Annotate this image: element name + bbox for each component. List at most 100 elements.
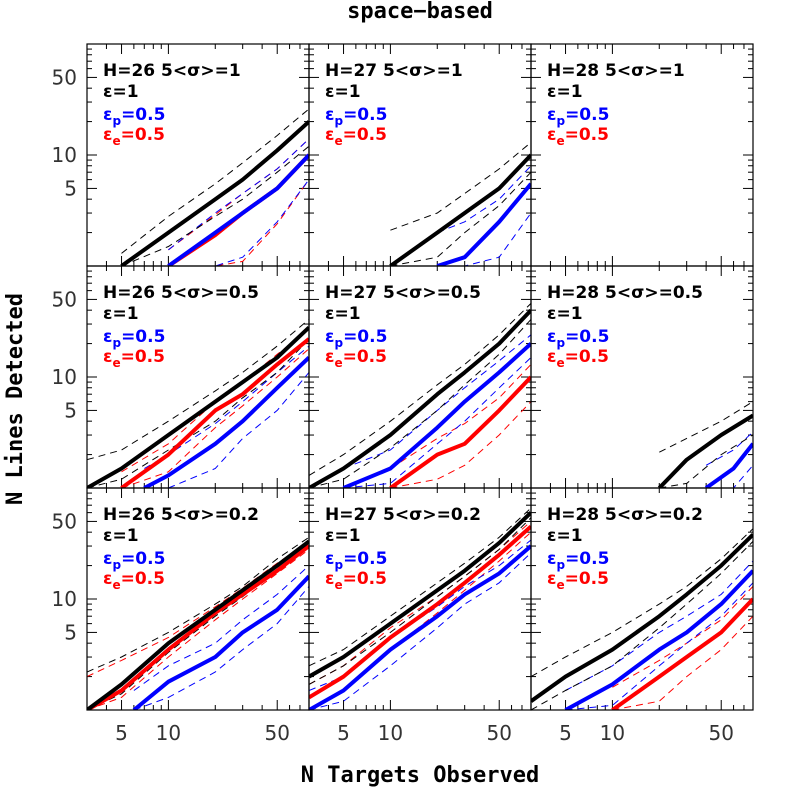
eps-e-label: εe=0.5 [325, 347, 387, 370]
eps-e-subscript: e [556, 134, 564, 148]
eps-e-symbol: ε [325, 125, 334, 145]
series-group [389, 142, 531, 266]
eps-series-line [389, 153, 531, 266]
eps_p-lo-bound-line [133, 586, 309, 710]
eps_p-lo-bound-line [309, 552, 531, 710]
eps-e-label: εe=0.5 [547, 347, 609, 370]
tick-marks [86, 265, 310, 489]
eps_e-hi-bound-line [390, 364, 531, 469]
y-tick-label: 5 [64, 620, 77, 644]
series-group [531, 528, 753, 710]
eps-e-subscript: e [334, 578, 342, 592]
eps-lo-bound-line [659, 434, 753, 488]
eps-label: ε=1 [325, 526, 361, 546]
x-tick-label: 50 [708, 721, 733, 745]
eps_p-hi-bound-line [343, 334, 531, 469]
series-group [120, 108, 309, 266]
eps-label: ε=1 [547, 304, 583, 324]
eps_p-lo-bound-line [565, 582, 753, 710]
panel-label: H=27 5<σ>=0.2 [325, 505, 481, 525]
eps-e-label: εe=0.5 [547, 125, 609, 148]
eps_p-series-line [342, 342, 531, 488]
eps_p-hi-bound-line [168, 138, 309, 251]
eps-e-value: =0.5 [343, 125, 387, 145]
panel-label: H=27 5<σ>=1 [325, 61, 463, 81]
eps-e-value: =0.5 [565, 569, 609, 589]
eps-hi-bound-line [87, 319, 309, 461]
eps-e-symbol: ε [103, 569, 112, 589]
y-tick-label: 10 [52, 587, 77, 611]
eps-lo-bound-line [87, 338, 309, 488]
series-group [657, 401, 753, 488]
eps-e-symbol: ε [547, 347, 556, 367]
eps-e-subscript: e [112, 134, 120, 148]
eps_p-lo-bound-line [144, 372, 309, 488]
eps-e-subscript: e [112, 356, 120, 370]
eps-e-subscript: e [112, 578, 120, 592]
eps-p-symbol: ε [325, 105, 334, 125]
x-tick-label: 5 [115, 721, 128, 745]
eps-e-label: εe=0.5 [325, 125, 387, 148]
eps-e-value: =0.5 [343, 347, 387, 367]
x-tick-label: 10 [600, 721, 625, 745]
panel-label: H=27 5<σ>=0.5 [325, 283, 481, 303]
eps-p-label: εp=0.5 [547, 105, 609, 128]
eps_p-series-line [436, 182, 531, 266]
eps-p-label: εp=0.5 [103, 327, 165, 350]
eps_e-lo-bound-line [390, 401, 531, 488]
series-group [87, 319, 309, 488]
eps-p-label: εp=0.5 [547, 549, 609, 572]
eps-hi-bound-line [531, 528, 753, 678]
eps_p-lo-bound-line [168, 179, 309, 266]
eps_p-lo-bound-line [343, 357, 531, 488]
eps-p-subscript: p [556, 558, 565, 572]
eps-label: ε=1 [103, 304, 139, 324]
y-tick-label: 50 [52, 509, 77, 533]
eps-e-label: εe=0.5 [103, 569, 165, 592]
panel-6: H=28 5<σ>=0.5ε=1εp=0.5εe=0.5 [530, 265, 754, 489]
series-group [87, 536, 309, 710]
eps-p-label: εp=0.5 [103, 549, 165, 572]
panel-8: H=27 5<σ>=0.2ε=1εp=0.5εe=0.55 10 50 [308, 487, 532, 745]
panel-label: H=26 5<σ>=1 [103, 61, 241, 81]
eps-series-line [309, 308, 531, 488]
panel-label: H=26 5<σ>=0.2 [103, 505, 259, 525]
eps_p-series-line [167, 153, 309, 266]
eps-p-symbol: ε [325, 327, 334, 347]
panel-2: H=27 5<σ>=1ε=1 εp=0.5εe=0.5 [308, 43, 532, 267]
eps_e-lo-bound-line [87, 549, 309, 710]
panel-label: H=28 5<σ>=0.2 [547, 505, 703, 525]
eps-series-line [87, 539, 309, 710]
eps-e-symbol: ε [547, 125, 556, 145]
eps-e-label: εe=0.5 [547, 569, 609, 592]
eps-e-value: =0.5 [121, 347, 165, 367]
eps-e-symbol: ε [325, 569, 334, 589]
panel-label: H=28 5<σ>=0.5 [547, 283, 703, 303]
y-tick-label: 50 [52, 65, 77, 89]
eps_p-hi-bound-line [437, 165, 531, 234]
eps-p-subscript: p [334, 558, 343, 572]
eps-e-label: εe=0.5 [103, 347, 165, 370]
eps-e-symbol: ε [325, 347, 334, 367]
eps-p-label: εp=0.5 [325, 105, 387, 128]
eps_p-series-line [309, 544, 531, 710]
eps_p-series-line [132, 574, 309, 710]
eps-lo-bound-line [87, 545, 309, 710]
x-tick-label: 10 [156, 721, 181, 745]
eps-label: ε=1 [325, 82, 361, 102]
eps-label: ε=1 [547, 526, 583, 546]
y-tick-label: 5 [64, 398, 77, 422]
x-tick-label: 5 [337, 721, 350, 745]
y-tick-label: 10 [52, 365, 77, 389]
x-tick-label: 50 [486, 721, 511, 745]
series-group [309, 303, 531, 488]
eps-lo-bound-line [390, 171, 531, 266]
eps-lo-bound-line [531, 541, 753, 710]
eps-p-symbol: ε [103, 549, 112, 569]
eps-label: ε=1 [103, 526, 139, 546]
eps-p-value: =0.5 [565, 105, 609, 125]
eps-p-label: εp=0.5 [325, 549, 387, 572]
